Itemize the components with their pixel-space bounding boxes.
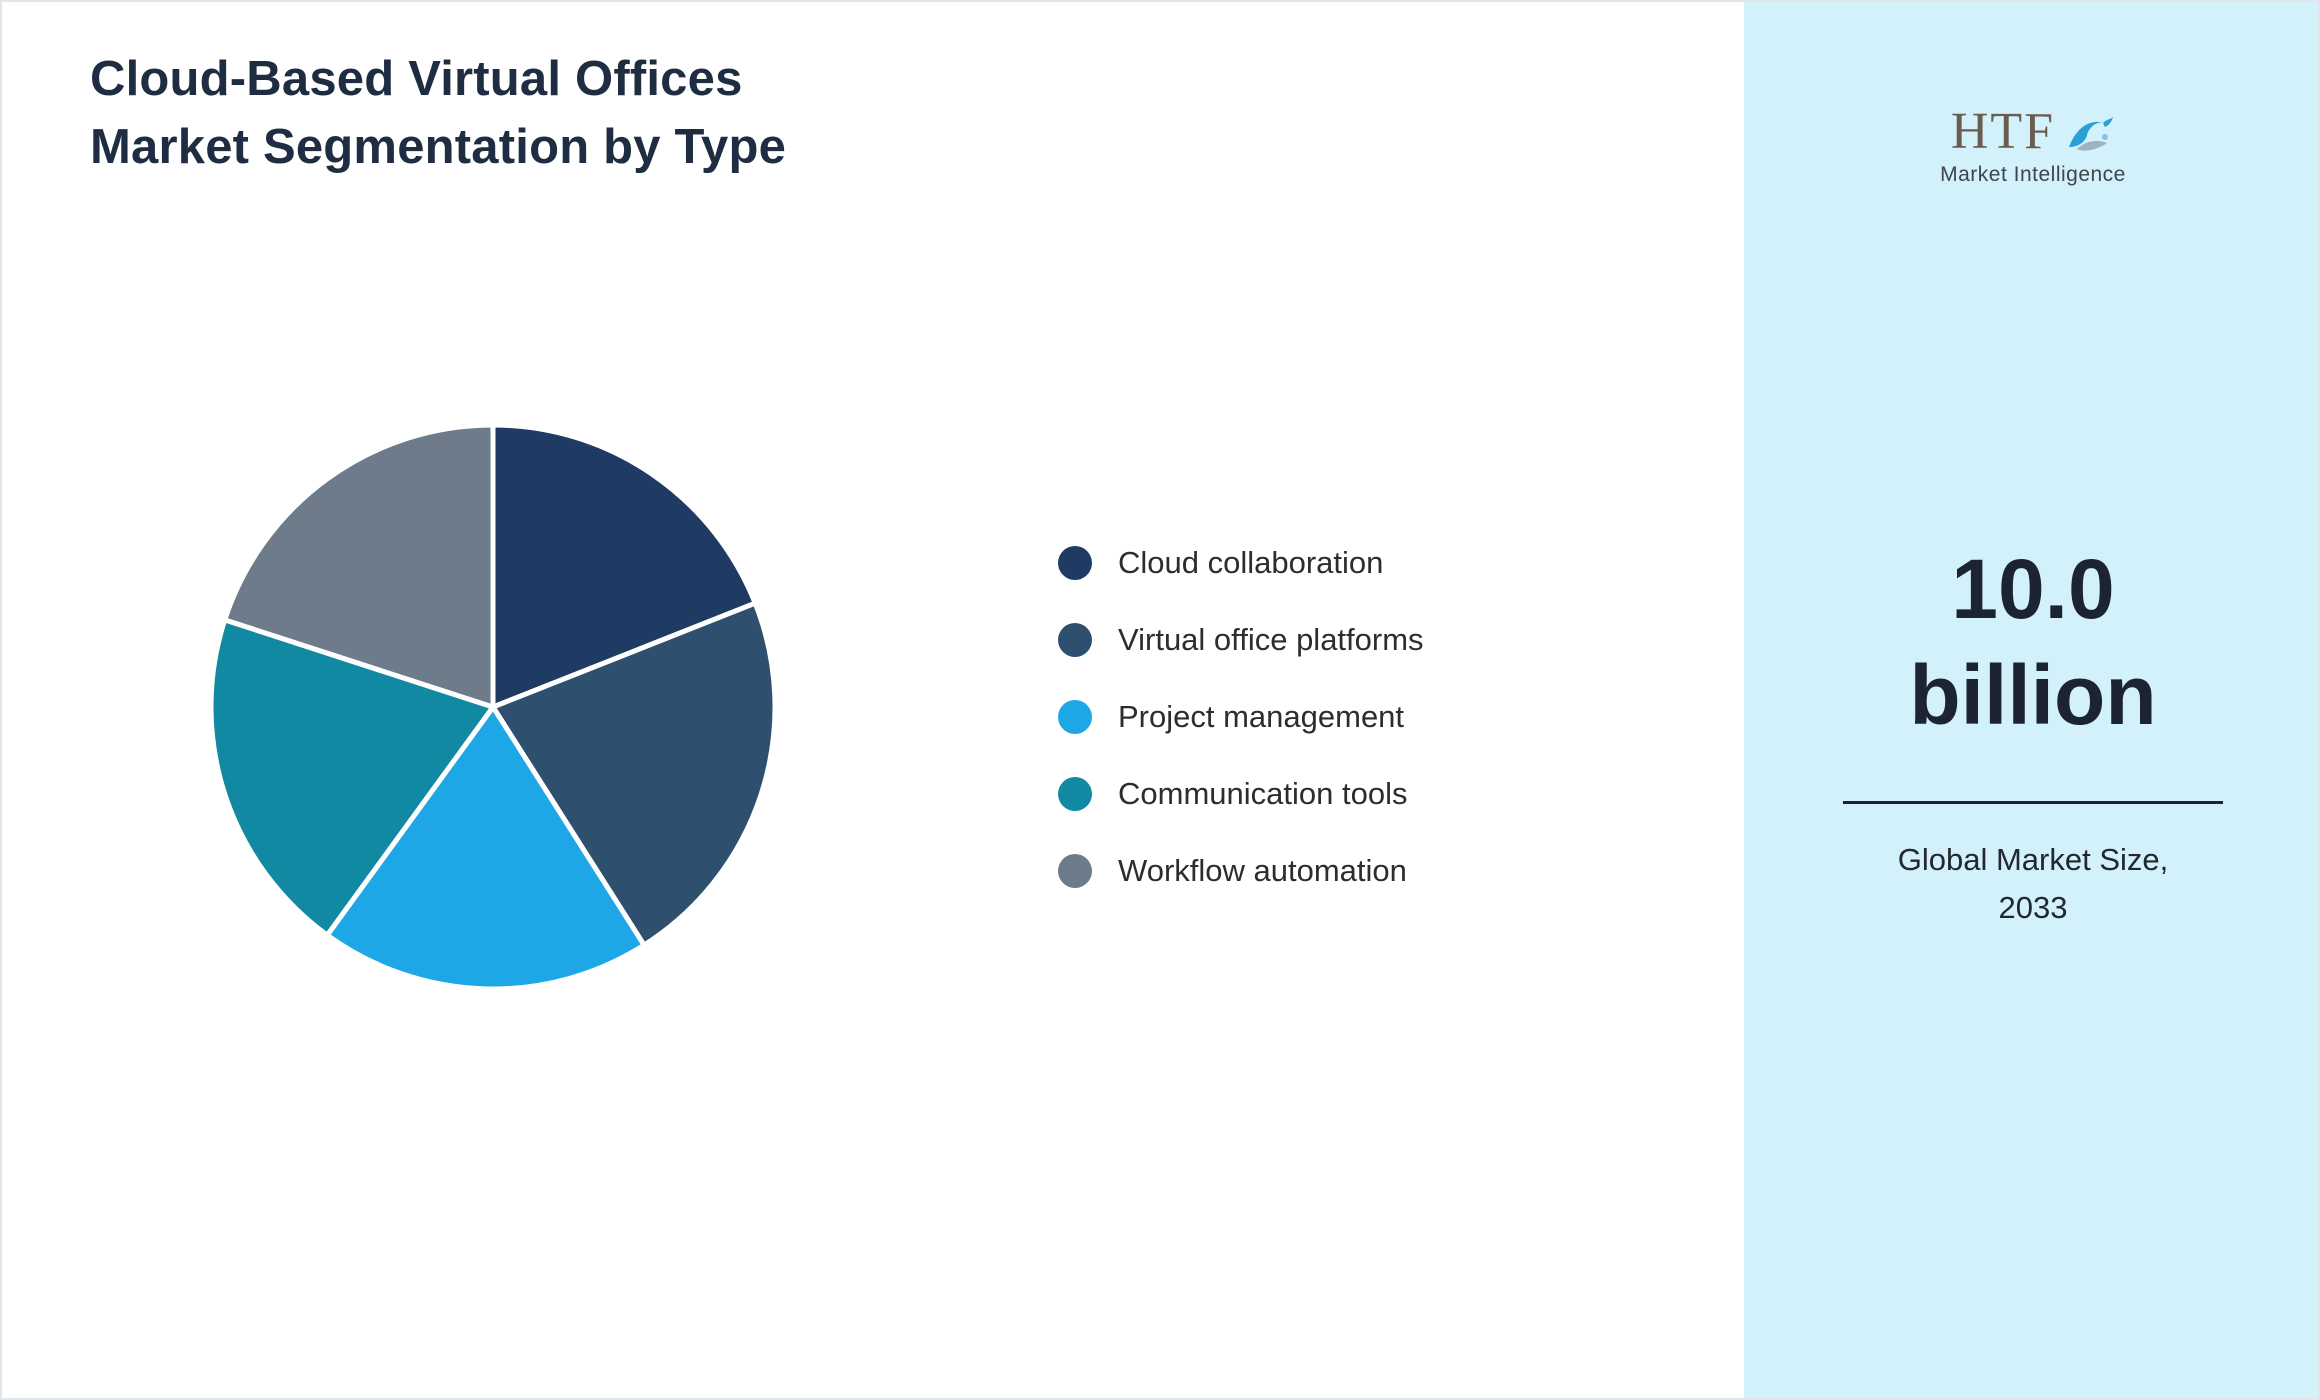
- chart-legend: Cloud collaboration Virtual office platfo…: [1058, 524, 1424, 909]
- legend-item: Virtual office platforms: [1058, 601, 1424, 678]
- legend-item: Cloud collaboration: [1058, 524, 1424, 601]
- legend-dot: [1058, 622, 1092, 657]
- legend-dot: [1058, 853, 1092, 888]
- market-size-caption-line2: 2033: [1998, 889, 2068, 925]
- market-size-value: 10.0: [1951, 542, 2115, 636]
- side-panel: HTF Market Intelligence 10.0 billion Glo…: [1744, 2, 2318, 1398]
- legend-label: Workflow automation: [1118, 852, 1407, 888]
- pie-slice: [222, 422, 496, 710]
- legend-dot: [1058, 699, 1092, 734]
- pie-slice: [208, 617, 496, 938]
- pie-slice: [490, 600, 778, 948]
- dolphin-icon: [2069, 116, 2114, 151]
- legend-label: Project management: [1118, 698, 1405, 734]
- divider-line: [1843, 800, 2223, 804]
- page-title-line1: Cloud-Based Virtual Offices: [90, 52, 743, 106]
- legend-label: Virtual office platforms: [1118, 621, 1424, 657]
- legend-label: Cloud collaboration: [1118, 544, 1384, 580]
- pie-chart: [193, 407, 793, 1007]
- htf-logo-row: HTF: [1951, 102, 2115, 161]
- legend-item: Communication tools: [1058, 755, 1424, 832]
- htf-logo-text: HTF: [1950, 103, 2056, 160]
- pie-slice: [324, 704, 647, 992]
- pie-chart-svg: [208, 422, 778, 992]
- legend-dot: [1058, 545, 1092, 580]
- pie-slice: [490, 422, 758, 710]
- market-size-caption-line1: Global Market Size,: [1897, 841, 2169, 877]
- legend-dot: [1058, 776, 1092, 811]
- htf-logo-subtext: Market Intelligence: [1940, 163, 2126, 186]
- market-size-block: 10.0 billion: [1909, 537, 2156, 749]
- market-size-unit: billion: [1909, 647, 2157, 742]
- legend-item: Project management: [1058, 678, 1424, 755]
- legend-item: Workflow automation: [1058, 832, 1424, 909]
- market-size-caption: Global Market Size, 2033: [1898, 836, 2169, 932]
- legend-label: Communication tools: [1118, 775, 1408, 811]
- htf-logo: HTF Market Intelligence: [1940, 102, 2126, 187]
- page-title: Cloud-Based Virtual Offices Market Segme…: [90, 46, 786, 181]
- page-title-line2: Market Segmentation by Type: [90, 119, 787, 174]
